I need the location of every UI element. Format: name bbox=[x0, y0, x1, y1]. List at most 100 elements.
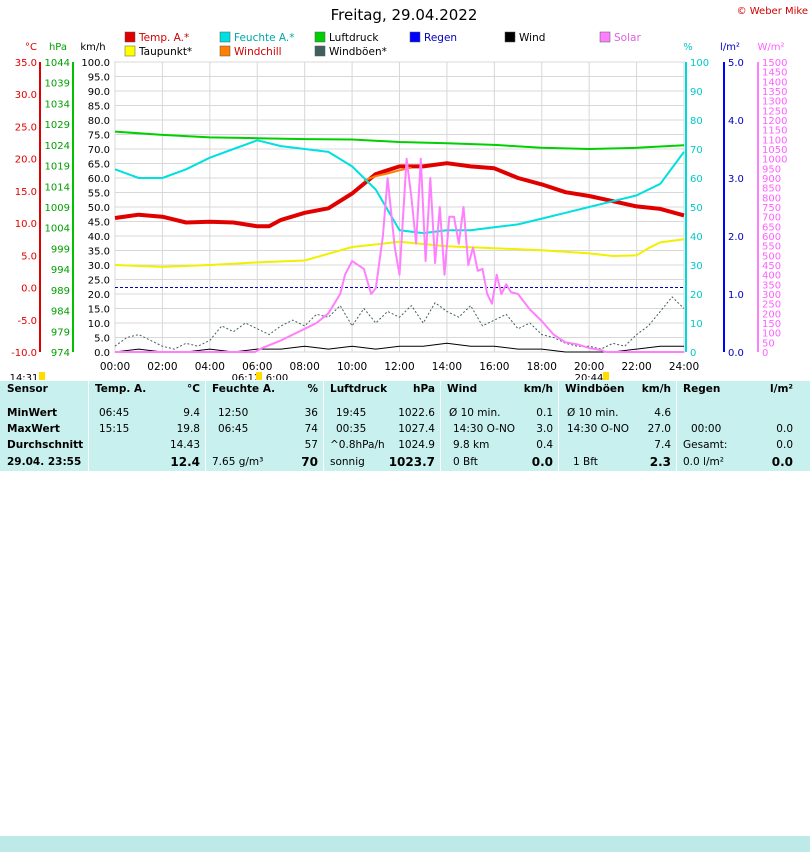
speed-tick-label: 45.0 bbox=[88, 218, 110, 229]
sunrise-marker-2: 6:00 bbox=[266, 373, 288, 380]
gust-header: Windböen bbox=[565, 383, 625, 395]
pressure-unit: hPa bbox=[413, 383, 435, 395]
humidity-tick-label: 70 bbox=[690, 145, 703, 156]
x-tick-label: 22:00 bbox=[621, 361, 651, 373]
gust-avg-value: 7.4 bbox=[654, 439, 671, 451]
max-label: MaxWert bbox=[7, 423, 60, 435]
wind-max-value: 3.0 bbox=[536, 423, 553, 435]
pressure-tick-label: 1029 bbox=[45, 120, 70, 131]
speed-tick-label: 0.0 bbox=[94, 348, 110, 359]
pressure-tick-label: 1019 bbox=[45, 162, 70, 173]
x-tick-label: 18:00 bbox=[527, 361, 557, 373]
weather-chart: 35.0 30.0 25.0 20.0 15.0 10.0 5.0 0.0 -5.0 -10.0 1… bbox=[10, 6, 808, 380]
temp-min-time: 06:45 bbox=[99, 407, 130, 419]
legend-swatch bbox=[219, 31, 231, 43]
rain-tick-label: 0.0 bbox=[728, 348, 744, 359]
solar-tick-label: 300 bbox=[762, 290, 781, 301]
humidity-min-time: 12:50 bbox=[218, 407, 249, 419]
gust-avg-label: Ø 10 min. bbox=[567, 407, 619, 419]
rain-header: Regen bbox=[683, 383, 721, 395]
forecast-text: sonnig bbox=[330, 456, 365, 468]
pressure-max-value: 1027.4 bbox=[398, 423, 435, 435]
pressure-tick-label: 1014 bbox=[45, 182, 70, 193]
series-line-luftdruck bbox=[114, 130, 685, 150]
legend-label: Solar bbox=[614, 32, 641, 44]
humidity-tick-label: 80 bbox=[690, 116, 703, 127]
gust-avg-10min: 4.6 bbox=[654, 407, 671, 419]
temp-tick-label: 15.0 bbox=[15, 187, 37, 198]
solar-tick-label: 850 bbox=[762, 184, 781, 195]
series-line-feuchte-a bbox=[114, 139, 685, 235]
speed-tick-label: 5.0 bbox=[94, 334, 110, 345]
temp-unit: °C bbox=[187, 383, 200, 395]
sun-small-icon bbox=[39, 372, 45, 380]
humidity-min-value: 36 bbox=[304, 407, 318, 419]
temp-avg-value: 14.43 bbox=[169, 439, 200, 451]
pressure-tick-label: 1034 bbox=[45, 99, 70, 110]
sunrise-marker: 06:12 bbox=[232, 373, 261, 380]
humidity-tick-label: 100 bbox=[690, 58, 709, 69]
humidity-column: Feuchte A. % 12:50 36 06:45 74 57 7.65 g… bbox=[205, 381, 324, 471]
speed-tick-label: 40.0 bbox=[88, 232, 110, 243]
pressure-tick-label: 1004 bbox=[45, 224, 70, 235]
temp-min-value: 9.4 bbox=[183, 407, 200, 419]
legend-label: Feuchte A.* bbox=[234, 32, 295, 44]
wind-avg-value: 0.4 bbox=[536, 439, 553, 451]
solar-tick-label: 100 bbox=[762, 329, 781, 340]
rain-tick-label: 4.0 bbox=[728, 116, 744, 127]
series-line-wind bbox=[114, 342, 684, 353]
humidity-tick-label: 60 bbox=[690, 174, 703, 185]
legend-label: Windchill bbox=[234, 46, 282, 58]
solar-tick-label: 1300 bbox=[762, 97, 787, 108]
speed-tick-label: 20.0 bbox=[88, 290, 110, 301]
temp-tick-label: 5.0 bbox=[21, 251, 37, 262]
pressure-tick-label: 1024 bbox=[45, 141, 70, 152]
solar-tick-label: 900 bbox=[762, 174, 781, 185]
gust-max-time: 14:30 O-NO bbox=[567, 423, 630, 435]
humidity-max-value: 74 bbox=[304, 423, 318, 435]
series-line-solar bbox=[115, 157, 684, 353]
solar-tick-label: 1100 bbox=[762, 135, 787, 146]
rain-tick-label: 5.0 bbox=[728, 58, 744, 69]
temp-tick-label: 10.0 bbox=[15, 219, 37, 230]
sun-icon bbox=[256, 372, 262, 380]
pressure-tick-label: 1009 bbox=[45, 203, 70, 214]
temp-tick-label: 20.0 bbox=[15, 155, 37, 166]
sensor-header: Sensor bbox=[7, 383, 48, 395]
solar-tick-label: 1150 bbox=[762, 126, 787, 137]
x-tick-label: 02:00 bbox=[147, 361, 177, 373]
pressure-column: Luftdruck hPa 19:45 1022.6 00:35 1027.4 … bbox=[323, 381, 441, 471]
gust-beaufort: 1 Bft bbox=[573, 456, 598, 468]
temp-current: 12.4 bbox=[170, 455, 200, 469]
x-tick-label: 04:00 bbox=[195, 361, 225, 373]
speed-tick-label: 85.0 bbox=[88, 102, 110, 113]
speed-tick-label: 15.0 bbox=[88, 305, 110, 316]
speed-tick-label: 55.0 bbox=[88, 189, 110, 200]
wind-current: 0.0 bbox=[531, 455, 553, 469]
wind-avg-label: Ø 10 min. bbox=[449, 407, 501, 419]
wind-unit: km/h bbox=[523, 383, 553, 395]
temp-max-value: 19.8 bbox=[176, 423, 200, 435]
solar-tick-label: 1200 bbox=[762, 116, 787, 127]
rain-max-time: 00:00 bbox=[691, 423, 722, 435]
series-line-windb-en bbox=[114, 296, 685, 350]
rain-today: 0.0 l/m² bbox=[683, 456, 724, 468]
legend-swatch bbox=[599, 31, 611, 43]
solar-tick-label: 1000 bbox=[762, 155, 787, 166]
temp-tick-label: 0.0 bbox=[21, 284, 37, 295]
speed-tick-label: 95.0 bbox=[88, 73, 110, 84]
absolute-humidity: 7.65 g/m³ bbox=[212, 456, 264, 468]
rain-column: Regen l/m² 00:00 0.0 Gesamt: 0.0 0.0 l/m… bbox=[676, 381, 801, 471]
wind-avg-10min: 0.1 bbox=[536, 407, 553, 419]
series-line-temp-a bbox=[114, 161, 685, 229]
legend-label: Temp. A.* bbox=[138, 32, 189, 44]
legend-label: Windböen* bbox=[329, 46, 387, 58]
humidity-max-time: 06:45 bbox=[218, 423, 249, 435]
min-label: MinWert bbox=[7, 407, 58, 419]
pressure-tick-label: 974 bbox=[51, 348, 70, 359]
wind-max-time: 14:30 O-NO bbox=[453, 423, 516, 435]
x-tick-label: 14:00 bbox=[432, 361, 462, 373]
solar-tick-label: 350 bbox=[762, 280, 781, 291]
pressure-min-time: 19:45 bbox=[336, 407, 367, 419]
legend-swatch bbox=[409, 31, 421, 43]
